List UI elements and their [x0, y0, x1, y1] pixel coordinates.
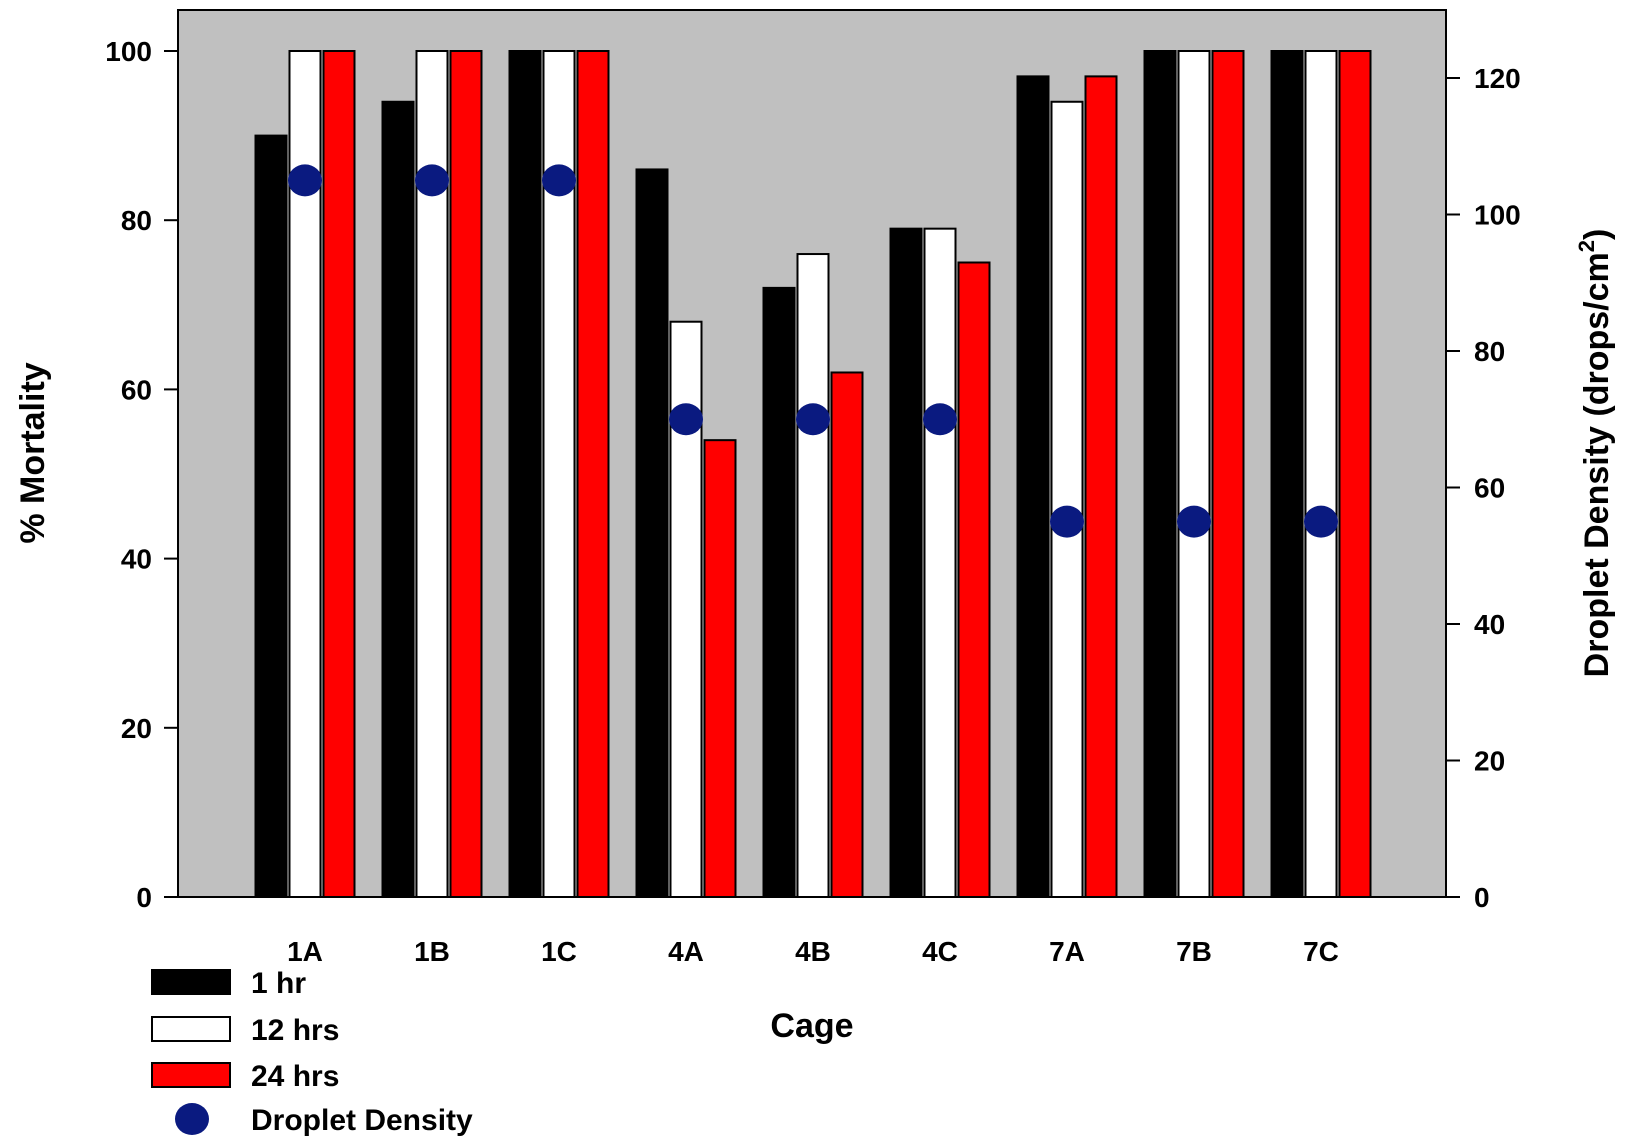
droplet-marker-1A	[288, 164, 322, 197]
bar-1-hr-4A	[635, 168, 669, 898]
y-tick-label-0: 0	[136, 882, 152, 913]
y-tick-label-100: 100	[105, 36, 152, 67]
category-label-4A: 4A	[668, 936, 704, 967]
bar-24-hrs-4A	[703, 439, 737, 898]
bar-1-hr-4B	[762, 286, 796, 898]
y2-tick-label-120: 120	[1474, 63, 1521, 94]
legend-label-12-hrs: 12 hrs	[251, 1014, 339, 1047]
y2-tick-label-60: 60	[1474, 473, 1505, 504]
bar-12-hrs-7C	[1304, 50, 1338, 898]
y2-tick-label-20: 20	[1474, 746, 1505, 777]
droplet-marker-7A	[1050, 505, 1084, 538]
category-label-4C: 4C	[922, 936, 958, 967]
y2-axis-title: Droplet Density (drops/cm2)	[1574, 229, 1616, 678]
droplet-marker-4A	[669, 403, 703, 436]
y-tick-label-40: 40	[121, 544, 152, 575]
category-label-7C: 7C	[1303, 936, 1339, 967]
y-axis-title: % Mortality	[14, 362, 52, 543]
legend-swatch-24-hrs	[151, 1062, 231, 1088]
y2-tick-label-40: 40	[1474, 609, 1505, 640]
droplet-marker-4C	[923, 403, 957, 436]
bar-1-hr-7A	[1016, 75, 1050, 898]
category-label-1B: 1B	[414, 936, 450, 967]
bar-24-hrs-1B	[449, 50, 483, 898]
bar-24-hrs-4B	[830, 371, 864, 899]
bar-1-hr-4C	[889, 227, 923, 899]
bar-24-hrs-1A	[322, 50, 356, 898]
category-label-1C: 1C	[541, 936, 577, 967]
legend-swatch-droplet-density	[175, 1103, 209, 1135]
left-axis: 0 20 40 60 80 100	[105, 36, 178, 913]
category-label-7A: 7A	[1049, 936, 1085, 967]
legend-label-Droplet-Density: Droplet Density	[251, 1104, 473, 1137]
y2-tick-label-80: 80	[1474, 336, 1505, 367]
plot-frame	[177, 9, 1447, 898]
bars-layer	[254, 50, 1372, 899]
y2-tick-label-0: 0	[1474, 882, 1490, 913]
bar-12-hrs-7A	[1050, 100, 1084, 898]
droplet-marker-4B	[796, 403, 830, 436]
category-label-4B: 4B	[795, 936, 831, 967]
bar-1-hr-7C	[1270, 50, 1304, 898]
droplet-marker-7C	[1304, 505, 1338, 538]
y-tick-label-80: 80	[121, 205, 152, 236]
y2-axis-title-main: Droplet Density (drops/cm	[1578, 252, 1616, 677]
bar-24-hrs-1C	[576, 50, 610, 898]
bar-12-hrs-4C	[923, 227, 957, 899]
bar-12-hrs-4B	[796, 253, 830, 899]
bar-1-hr-1C	[508, 50, 542, 898]
y2-axis-title-end: )	[1578, 229, 1616, 240]
bar-1-hr-7B	[1143, 50, 1177, 898]
legend-swatch-12-hrs	[151, 1016, 231, 1042]
category-labels: 1A 1B 1C 4A 4B 4C 7A 7B 7C	[287, 936, 1339, 967]
bar-1-hr-1A	[254, 134, 288, 899]
bar-24-hrs-4C	[957, 261, 991, 898]
droplet-marker-1B	[415, 164, 449, 197]
x-axis-title: Cage	[770, 1007, 853, 1045]
y-tick-label-60: 60	[121, 374, 152, 405]
y-tick-label-20: 20	[121, 713, 152, 744]
right-axis: 0 20 40 60 80 100 120	[1446, 63, 1521, 913]
category-label-1A: 1A	[287, 936, 323, 967]
category-label-7B: 7B	[1176, 936, 1212, 967]
legend-label-24-hrs: 24 hrs	[251, 1060, 339, 1093]
bar-24-hrs-7A	[1084, 75, 1118, 898]
droplet-marker-7B	[1177, 505, 1211, 538]
legend: 1 hr 12 hrs 24 hrs Droplet Density	[151, 967, 473, 1137]
markers-layer	[288, 164, 1338, 538]
legend-label-1-hr: 1 hr	[251, 967, 306, 1000]
droplet-marker-1C	[542, 164, 576, 197]
y2-axis-title-sup: 2	[1574, 240, 1599, 252]
bar-12-hrs-7B	[1177, 50, 1211, 898]
bar-24-hrs-7B	[1211, 50, 1245, 898]
bar-1-hr-1B	[381, 100, 415, 898]
y2-tick-label-100: 100	[1474, 200, 1521, 231]
legend-swatch-1-hr	[151, 969, 231, 995]
bar-24-hrs-7C	[1338, 50, 1372, 898]
